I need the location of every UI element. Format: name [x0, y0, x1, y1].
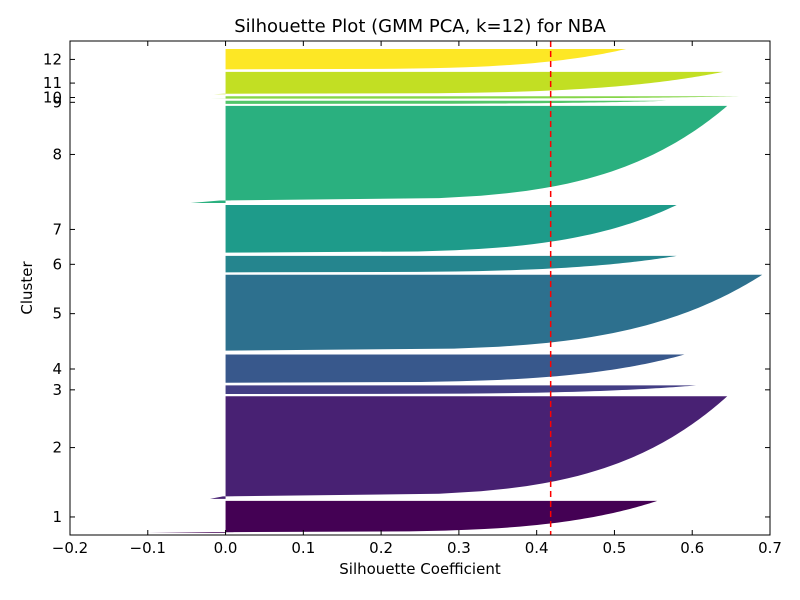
cluster-band-2: [210, 396, 728, 499]
x-axis-label: Silhouette Coefficient: [339, 560, 501, 578]
cluster-band-9: [225, 100, 669, 104]
x-tick-label: 0.5: [603, 539, 627, 557]
y-tick-label-5: 5: [52, 305, 62, 323]
y-tick-label-7: 7: [52, 220, 62, 238]
x-tick-label: 0.6: [680, 539, 704, 557]
chart-title: Silhouette Plot (GMM PCA, k=12) for NBA: [234, 16, 606, 37]
cluster-band-4: [225, 354, 685, 384]
x-tick-label: 0.1: [291, 539, 315, 557]
x-tick-label: 0.2: [369, 539, 393, 557]
cluster-band-6: [225, 255, 677, 273]
y-tick-label-4: 4: [52, 360, 62, 378]
y-tick-label-10: 10: [43, 89, 62, 107]
x-tick-label: −0.2: [52, 539, 88, 557]
x-tick-label: −0.1: [130, 539, 166, 557]
cluster-band-10: [210, 96, 739, 99]
cluster-band-8: [190, 105, 728, 203]
y-tick-label-1: 1: [52, 508, 62, 526]
cluster-band-12: [225, 49, 627, 70]
x-tick-label: 0.7: [758, 539, 782, 557]
plot-area: [147, 49, 763, 533]
y-tick-label-3: 3: [52, 381, 62, 399]
cluster-band-7: [225, 204, 677, 254]
y-tick-label-6: 6: [52, 255, 62, 273]
axes-frame: [69, 40, 771, 536]
x-tick-label: 0.0: [214, 539, 238, 557]
y-tick-label-2: 2: [52, 439, 62, 457]
x-tick-label: 0.4: [525, 539, 549, 557]
cluster-band-5: [225, 274, 763, 353]
y-tick-label-8: 8: [52, 145, 62, 163]
y-tick-label-12: 12: [43, 50, 62, 68]
y-tick-label-9: 9: [52, 93, 62, 111]
y-axis-label: Cluster: [18, 261, 36, 315]
y-tick-label-11: 11: [43, 74, 62, 92]
cluster-band-1: [147, 500, 658, 533]
x-axis: −0.2 −0.1 0.0 0.1 0.2 0.3 0.4 0.5 0.6 0.7: [52, 41, 782, 557]
cluster-band-3: [225, 385, 697, 395]
cluster-band-11: [213, 71, 724, 95]
x-tick-label: 0.3: [447, 539, 471, 557]
